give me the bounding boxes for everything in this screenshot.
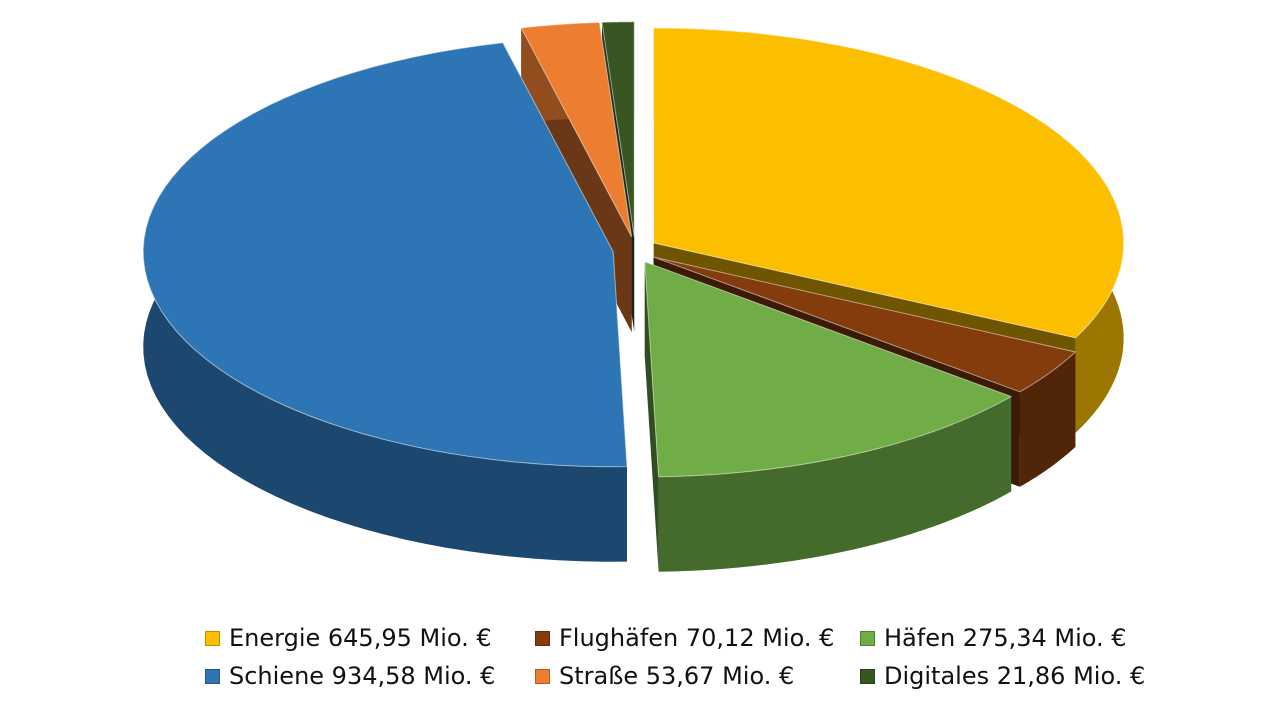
- legend-swatch: [205, 668, 220, 684]
- slice-straße: [520, 21, 633, 238]
- slice-schiene: [142, 42, 628, 468]
- legend: Energie 645,95 Mio. € Flughäfen 70,12 Mi…: [205, 624, 1160, 690]
- legend-item-strasse: Straße 53,67 Mio. €: [535, 662, 860, 690]
- slice-energie: [653, 27, 1125, 339]
- legend-label: Digitales 21,86 Mio. €: [884, 662, 1146, 690]
- legend-swatch: [860, 668, 875, 684]
- legend-item-energie: Energie 645,95 Mio. €: [205, 624, 535, 652]
- legend-swatch: [205, 630, 220, 646]
- legend-item-haefen: Häfen 275,34 Mio. €: [860, 624, 1160, 652]
- legend-item-digitales: Digitales 21,86 Mio. €: [860, 662, 1160, 690]
- legend-label: Flughäfen 70,12 Mio. €: [559, 624, 835, 652]
- slice-häfen: [644, 261, 1013, 478]
- slice-wall-häfen: [644, 261, 659, 572]
- legend-label: Straße 53,67 Mio. €: [559, 662, 795, 690]
- legend-label: Schiene 934,58 Mio. €: [229, 662, 496, 690]
- slice-side-häfen: [658, 396, 1012, 572]
- legend-swatch: [535, 668, 550, 684]
- legend-swatch: [860, 630, 875, 646]
- legend-item-schiene: Schiene 934,58 Mio. €: [205, 662, 535, 690]
- legend-swatch: [535, 630, 550, 646]
- slice-digitales: [601, 21, 635, 237]
- legend-label: Energie 645,95 Mio. €: [229, 624, 492, 652]
- legend-item-flughaefen: Flughäfen 70,12 Mio. €: [535, 624, 860, 652]
- slice-flughäfen: [653, 256, 1077, 393]
- slice-side-flughäfen: [1019, 351, 1076, 487]
- legend-label: Häfen 275,34 Mio. €: [884, 624, 1127, 652]
